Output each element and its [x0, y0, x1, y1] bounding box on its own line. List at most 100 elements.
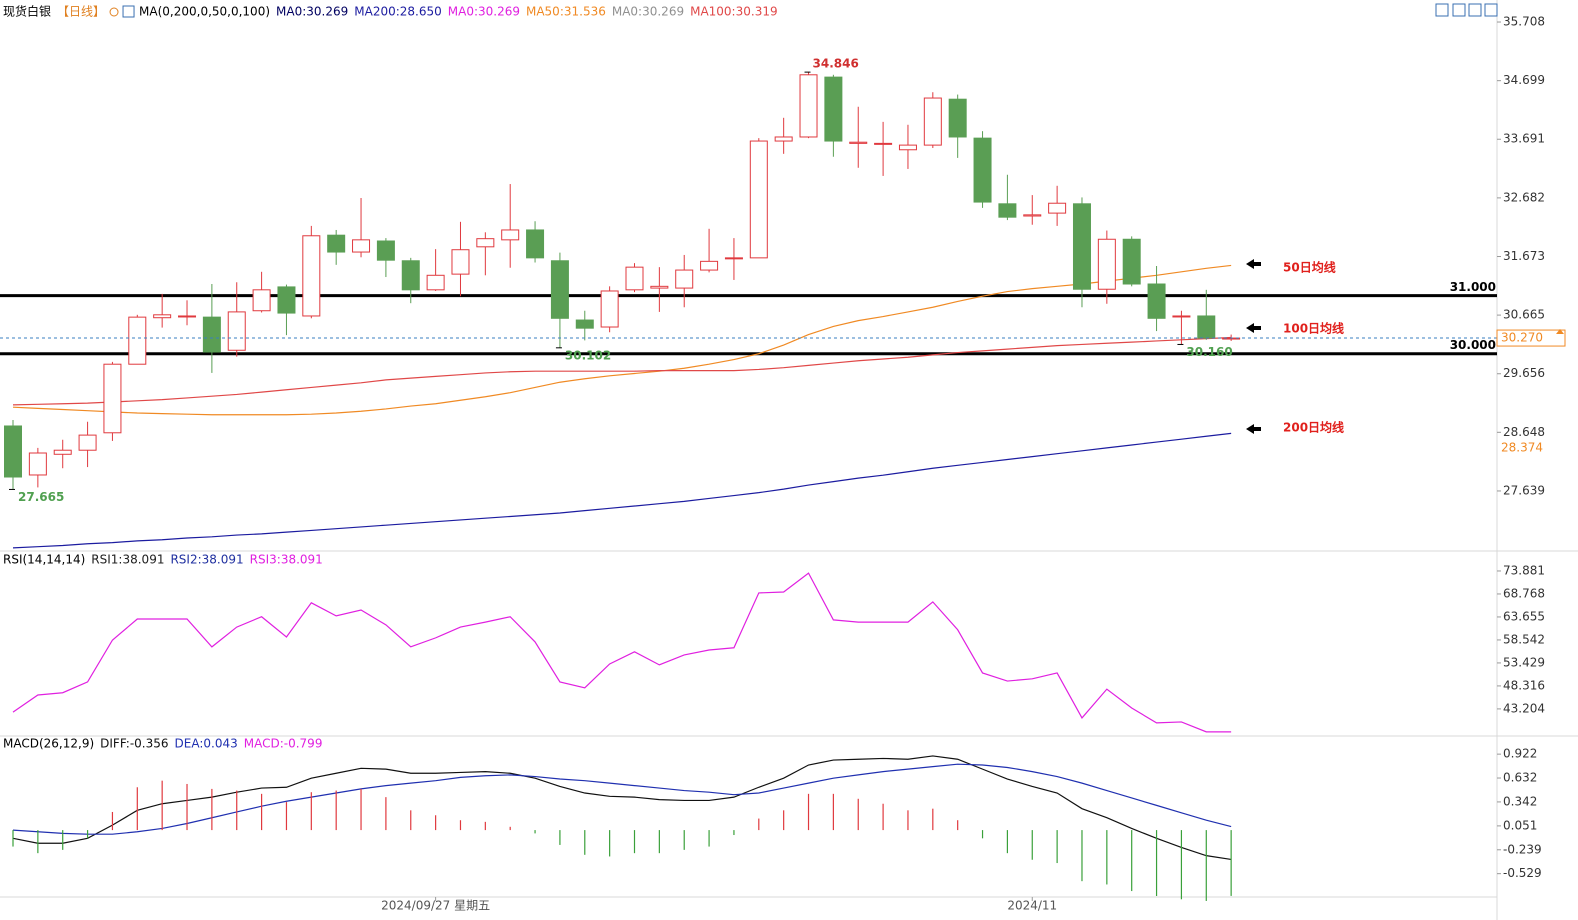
- legend-label: DEA:0.043: [175, 737, 238, 751]
- y-tick-label: 35.708: [1503, 15, 1545, 29]
- y-tick-label: 30.665: [1503, 308, 1545, 322]
- candle-body: [426, 274, 445, 291]
- settings-icon: [109, 7, 119, 17]
- y-tick-label: 27.639: [1503, 483, 1545, 497]
- legend-label: MACD:-0.799: [244, 737, 323, 751]
- indicator-line: [12, 264, 1232, 416]
- candle-body: [898, 144, 917, 151]
- candle-body: [376, 240, 395, 261]
- legend-label: MA50:31.536: [526, 5, 606, 19]
- y-tick-label: 0.922: [1503, 747, 1537, 761]
- indicator-line: [12, 572, 1232, 733]
- legend-label: MA0:30.269: [276, 5, 348, 19]
- legend-label: MA100:30.319: [690, 5, 778, 19]
- candle-body: [1147, 283, 1166, 319]
- y-tick-label: 29.656: [1503, 366, 1545, 380]
- candle-body: [724, 257, 743, 260]
- candle-body: [202, 316, 221, 353]
- x-tick-label: 2024/09/27 星期五: [381, 899, 490, 913]
- candle-body: [625, 266, 644, 291]
- legend-label: 【日线】: [57, 5, 105, 19]
- y-tick-label: 68.768: [1503, 586, 1545, 600]
- candle-body: [1072, 203, 1091, 290]
- annotation: 100日均线: [1283, 321, 1344, 336]
- y-tick-label: 31.673: [1503, 249, 1545, 263]
- annotation: 200日均线: [1283, 420, 1344, 435]
- candle-body: [675, 269, 694, 289]
- candle-body: [53, 449, 72, 455]
- candle-body: [923, 97, 942, 146]
- y-tick-label: 0.051: [1503, 818, 1537, 832]
- marker-label: 28.374: [1501, 441, 1543, 455]
- y-tick-label: 63.655: [1503, 609, 1545, 623]
- candle-body: [874, 142, 893, 145]
- candle-body: [327, 234, 346, 253]
- candle-body: [501, 229, 520, 241]
- indicator-line: [12, 763, 1232, 835]
- y-tick-label: -0.529: [1503, 866, 1542, 880]
- low-label: 30.160: [1186, 345, 1232, 359]
- y-tick-label: 43.204: [1503, 701, 1545, 715]
- legend-label: MA200:28.650: [354, 5, 442, 19]
- candle-body: [575, 319, 594, 329]
- candle-body: [1122, 238, 1141, 285]
- arrow: [1246, 259, 1261, 269]
- price-level-label: 30.000: [1450, 338, 1496, 352]
- y-tick-label: 0.632: [1503, 771, 1537, 785]
- low-label: 30.102: [565, 348, 611, 362]
- indicator-line: [12, 336, 1232, 406]
- candle-body: [78, 434, 97, 451]
- candle-body: [824, 76, 843, 142]
- candle-body: [252, 289, 271, 312]
- candle-body: [849, 141, 868, 144]
- y-tick-label: 32.682: [1503, 190, 1545, 204]
- candle-body: [998, 203, 1017, 218]
- candle-body: [600, 290, 619, 328]
- last-price-arrow: [1556, 329, 1564, 335]
- candle-body: [277, 286, 296, 314]
- candle-body: [650, 285, 669, 289]
- last-price-label: 30.270: [1501, 331, 1543, 345]
- candle-body: [700, 260, 719, 271]
- legend-label: RSI1:38.091: [91, 553, 164, 567]
- indicator-icon: [122, 5, 135, 18]
- candle-body: [973, 137, 992, 203]
- legend-label: DIFF:-0.356: [100, 737, 168, 751]
- y-tick-label: 48.316: [1503, 678, 1545, 692]
- y-tick-label: 28.648: [1503, 425, 1545, 439]
- candle-body: [153, 314, 172, 319]
- candle-body: [550, 260, 569, 319]
- annotation-arrows: [1246, 259, 1261, 434]
- legend-label: RSI(14,14,14): [3, 553, 85, 567]
- x-tick-label: 2024/11: [1007, 899, 1057, 913]
- zoom-button[interactable]: [1435, 3, 1449, 17]
- candle-body: [1172, 315, 1191, 318]
- candle-body: [4, 425, 22, 478]
- candle-body: [451, 249, 470, 275]
- y-tick-label: 58.542: [1503, 632, 1545, 646]
- candle-body: [178, 315, 197, 318]
- candle-body: [401, 260, 420, 291]
- legend-label: 现货白银: [3, 4, 51, 19]
- candle-body: [948, 98, 967, 138]
- layout-button[interactable]: [1452, 3, 1466, 17]
- candle-body: [1048, 202, 1067, 214]
- legend-label: RSI2:38.091: [170, 553, 243, 567]
- expand-button[interactable]: [1484, 3, 1498, 17]
- y-tick-label: 0.342: [1503, 794, 1537, 808]
- fit-button[interactable]: [1468, 3, 1482, 17]
- candle-body: [352, 239, 371, 253]
- candle-body: [476, 238, 495, 248]
- candle-body: [1197, 315, 1216, 339]
- toolbar: [1435, 3, 1498, 17]
- price-level-label: 31.000: [1450, 280, 1496, 294]
- candle-body: [227, 311, 246, 351]
- candle-body: [28, 452, 47, 476]
- candle-body: [1023, 214, 1042, 217]
- legend-label: RSI3:38.091: [250, 553, 323, 567]
- indicator-line: [12, 432, 1232, 549]
- legend-label: MA0:30.269: [448, 5, 520, 19]
- annotation: 50日均线: [1283, 260, 1336, 275]
